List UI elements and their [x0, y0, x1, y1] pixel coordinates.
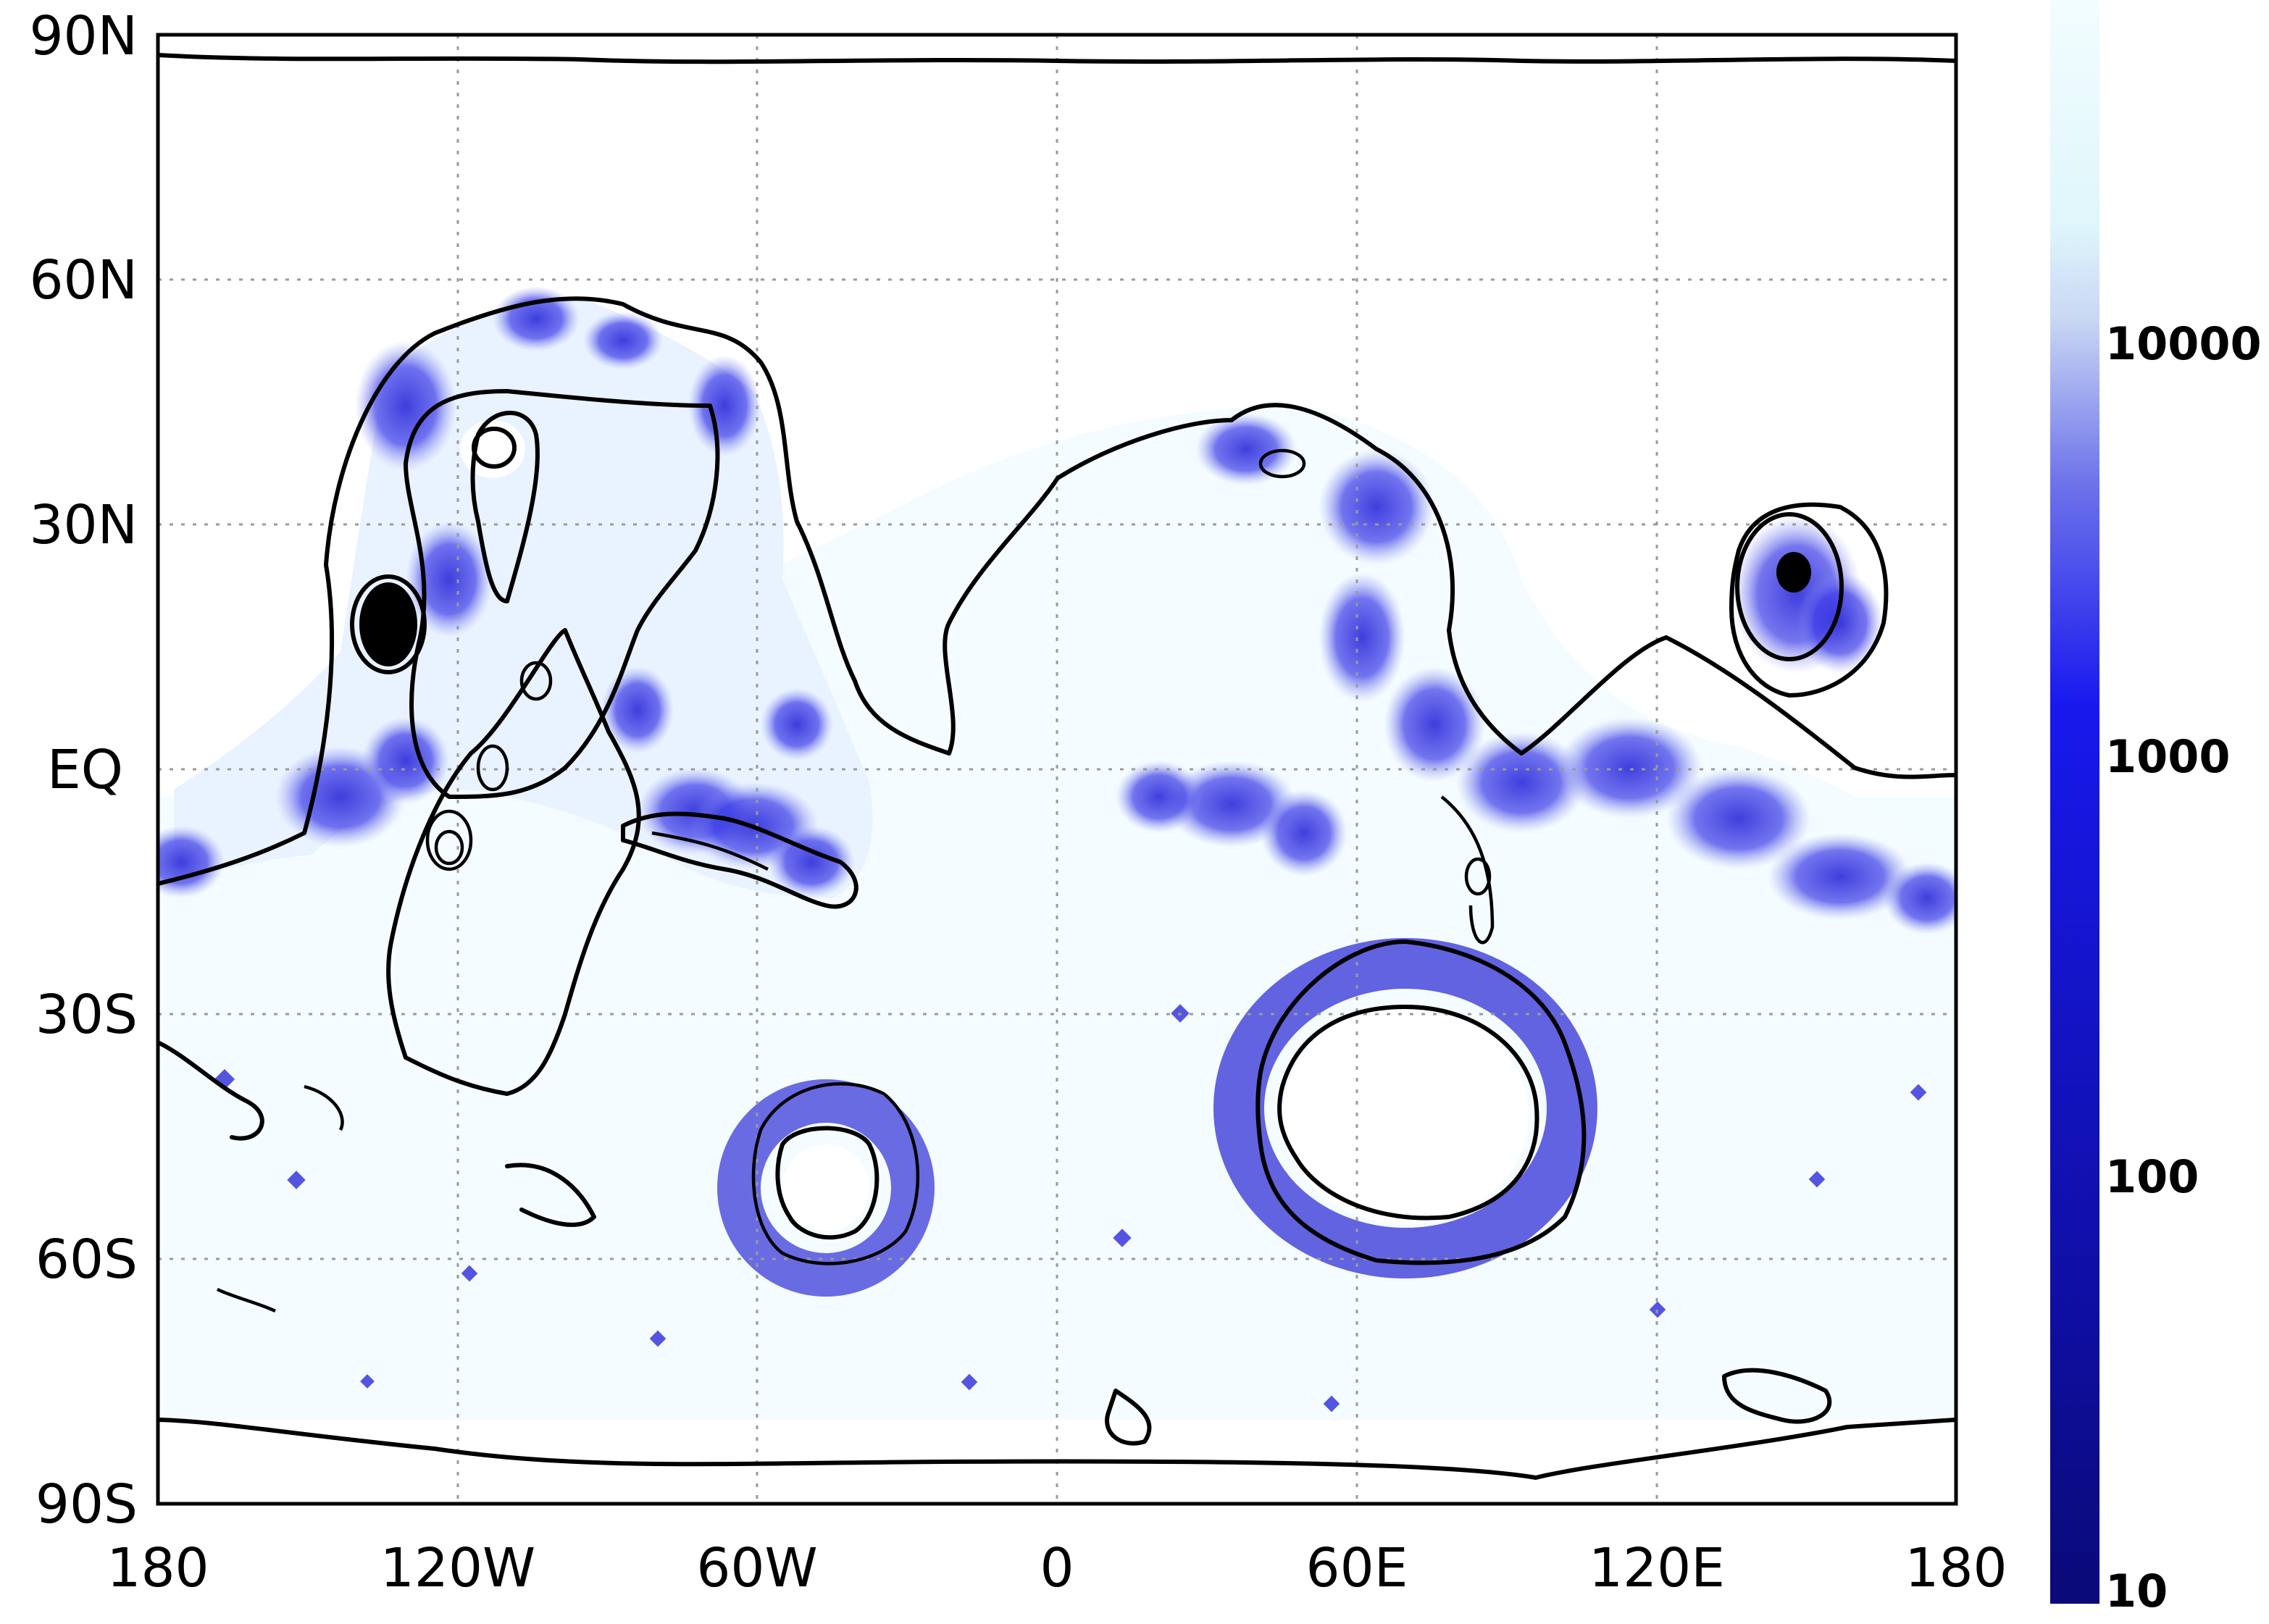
y-axis: 90N 60N 30N EQ 30S 60S 90S: [29, 5, 138, 1536]
colorbar-tick-label: 1000: [2105, 730, 2231, 783]
colorbar-tick-label: 10000: [2105, 317, 2262, 370]
x-tick-label: 60W: [696, 1537, 817, 1599]
y-tick-label: 30N: [29, 494, 138, 556]
x-tick-label: 120W: [380, 1537, 535, 1599]
colorbar: 10000 1000 100 10: [2050, 0, 2262, 1617]
y-tick-label: 30S: [35, 984, 138, 1046]
x-axis: 180 120W 60W 0 60E 120E 180: [106, 1537, 2007, 1599]
colorbar-tick-label: 100: [2105, 1150, 2199, 1203]
y-tick-label: 60N: [29, 249, 138, 311]
graticule: [158, 35, 1956, 1504]
y-tick-label: 60S: [35, 1229, 138, 1291]
x-tick-label: 120E: [1589, 1537, 1725, 1599]
colorbar-ramp: [2050, 0, 2099, 1604]
topography-contours: [158, 53, 1956, 1480]
y-tick-label: 90N: [29, 5, 138, 67]
y-tick-label: 90S: [35, 1473, 138, 1536]
x-tick-label: 0: [1040, 1537, 1074, 1599]
x-tick-label: 180: [1905, 1537, 2007, 1599]
y-tick-label: EQ: [47, 739, 123, 801]
x-tick-label: 60E: [1306, 1537, 1408, 1599]
colorbar-tick-label: 10: [2105, 1565, 2168, 1617]
shading-layer: [158, 286, 1956, 1420]
x-tick-label: 180: [106, 1537, 209, 1599]
map-frame: [156, 33, 1958, 1506]
